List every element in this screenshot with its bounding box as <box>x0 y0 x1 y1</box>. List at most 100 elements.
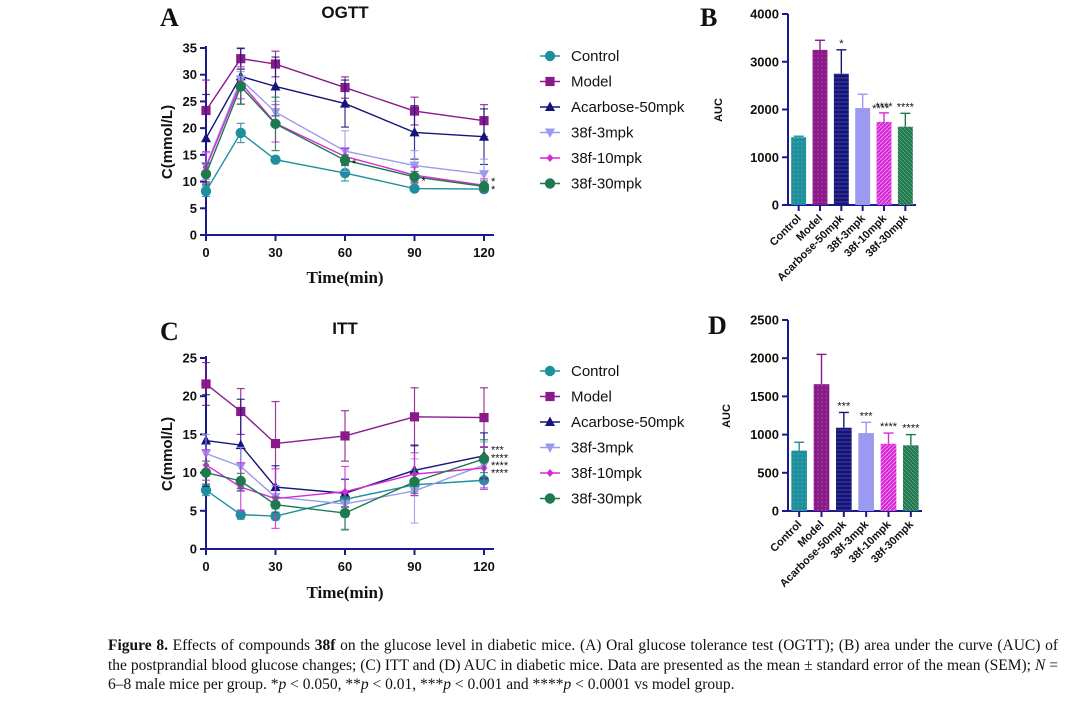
data-point <box>270 80 281 91</box>
data-point <box>339 167 351 179</box>
significance-label: **** <box>875 101 893 113</box>
significance-label: **** <box>902 423 920 435</box>
panel-letter-c: C <box>160 317 179 346</box>
significance-annotation: * <box>491 184 496 196</box>
legend-label: Model <box>571 74 612 91</box>
bar-group-38f-3mpk: **** <box>855 93 890 205</box>
legend-a: Control Model Acarbose-50mpk 38f-3mpk 38f-10… <box>540 48 685 193</box>
significance-annotation: *** <box>491 445 505 457</box>
y-tick-label: 2500 <box>750 313 779 328</box>
data-point <box>478 453 490 465</box>
bar-group-model <box>812 39 828 205</box>
panel-a-ogtt: A OGTT C(mmol/L) Time(min) 0 5 10 15 20 25 30 3… <box>159 3 496 287</box>
series-line-acarbose-50mpk <box>205 439 485 494</box>
data-point <box>340 431 350 441</box>
bar-group-model <box>813 353 830 511</box>
y-tick-label: 1500 <box>750 389 779 404</box>
y-tick-label: 1000 <box>750 427 779 442</box>
x-tick-label: 30 <box>268 559 282 574</box>
x-tick-label: 120 <box>473 559 495 574</box>
significance-label: * <box>839 38 844 50</box>
bar-acarbose-50mpk <box>836 427 852 511</box>
bar-group-38f-30mpk: **** <box>902 423 920 511</box>
bar-group-acarbose-50mpk: *** <box>836 400 852 511</box>
data-point <box>200 185 212 197</box>
data-point <box>200 467 212 478</box>
series-control <box>200 122 490 198</box>
x-tick-label: 60 <box>338 245 352 260</box>
significance-annotation: * <box>491 176 496 188</box>
figure-caption: Figure 8. Effects of compounds 38f on th… <box>108 636 1058 695</box>
significance-label: *** <box>837 400 851 412</box>
legend-marker-icon <box>545 128 555 138</box>
legend-item-control: Control <box>540 48 619 65</box>
axes-c: 0 5 10 15 20 25 0 30 60 90 120 <box>183 351 495 575</box>
data-point <box>478 181 490 192</box>
x-tick-label: 60 <box>338 559 352 574</box>
bar-group-38f-3mpk: *** <box>858 410 874 511</box>
legend-item-38f-3mpk: 38f-3mpk <box>540 125 634 142</box>
legend-label: 38f-10mpk <box>571 150 642 167</box>
data-point <box>339 155 351 166</box>
y-tick-label: 10 <box>183 465 197 480</box>
data-point <box>339 507 351 519</box>
bar-group-control <box>791 135 807 205</box>
bar-group-38f-30mpk: **** <box>897 101 915 205</box>
bars-d: ********** **** <box>791 353 920 511</box>
y-axis-label-b: AUC <box>713 98 725 122</box>
data-point <box>409 183 420 194</box>
y-axis-label-a: C(mmol/L) <box>159 105 176 179</box>
plot-area-a: ** ** <box>200 47 496 198</box>
legend-marker-icon <box>545 76 555 87</box>
legend-label: 38f-30mpk <box>571 491 642 508</box>
data-point <box>270 118 281 130</box>
bar-model <box>812 49 828 205</box>
figure-canvas: A OGTT C(mmol/L) Time(min) 0 5 10 15 20 25 30 3… <box>159 3 922 602</box>
data-point <box>270 154 281 165</box>
caption-compound: 38f <box>314 637 336 654</box>
y-tick-label: 20 <box>183 389 197 404</box>
significance-annotation: **** <box>491 460 509 472</box>
data-point <box>235 439 246 450</box>
legend-label: Acarbose-50mpk <box>571 414 685 431</box>
y-tick-label: 0 <box>190 228 197 243</box>
plot-area-c: *************** <box>200 361 509 531</box>
x-axis-label-c: Time(min) <box>306 583 383 602</box>
y-tick-label: 5 <box>190 503 197 518</box>
legend-marker-icon <box>545 443 555 453</box>
y-tick-label: 25 <box>183 94 197 109</box>
data-point <box>409 161 420 172</box>
caption-italic: p <box>278 676 287 693</box>
legend-marker-icon <box>546 154 554 162</box>
legend-marker-icon <box>545 416 555 426</box>
legend-item-acarbose-50mpk: Acarbose-50mpk <box>540 414 685 431</box>
data-point <box>201 379 211 389</box>
legend-c: Control Model Acarbose-50mpk 38f-3mpk 38f-10… <box>540 363 685 508</box>
y-axis-label-d: AUC <box>721 404 733 428</box>
chart-title-ogtt: OGTT <box>321 3 369 22</box>
legend-marker-icon <box>545 391 555 402</box>
x-tick-label: 0 <box>202 559 209 574</box>
data-point <box>409 171 420 182</box>
significance-label: **** <box>880 421 898 433</box>
legend-marker-icon <box>545 101 555 111</box>
bar-acarbose-50mpk <box>833 73 849 205</box>
data-point <box>479 412 489 423</box>
data-point <box>409 476 420 487</box>
panel-letter-a: A <box>160 3 179 32</box>
bar-group-38f-10mpk: **** <box>875 101 893 205</box>
significance-label: **** <box>872 103 890 115</box>
bar-group-control <box>791 441 807 511</box>
legend-label: 38f-30mpk <box>571 176 642 193</box>
bar-38f-10mpk <box>880 443 897 511</box>
data-point <box>270 438 281 449</box>
legend-item-38f-30mpk: 38f-30mpk <box>540 176 642 193</box>
series-line-control <box>205 479 485 517</box>
series-line-model <box>205 383 485 445</box>
caption-text: on the glucose level in diabetic mice. (… <box>108 637 1059 674</box>
panel-c-itt: C ITT C(mmol/L) Time(min) 0 5 10 15 20 25 0 30 6… <box>159 317 509 602</box>
y-tick-label: 15 <box>183 147 197 162</box>
y-tick-label: 0 <box>772 198 779 213</box>
legend-item-38f-3mpk: 38f-3mpk <box>540 440 634 457</box>
y-axis-label-c: C(mmol/L) <box>159 417 176 491</box>
